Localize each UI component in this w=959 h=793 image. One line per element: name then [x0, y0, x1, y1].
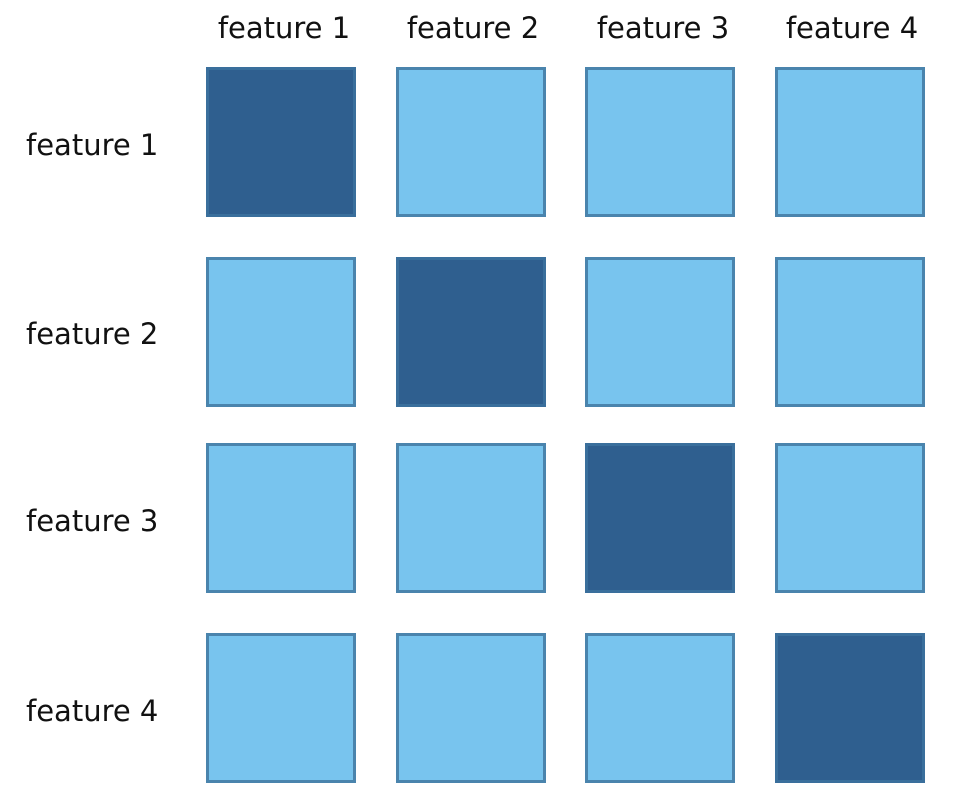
- cell-r3-c1: [206, 443, 356, 593]
- cell-r4-c4: [775, 633, 925, 783]
- cell-r1-c2: [396, 67, 546, 217]
- cell-r3-c3: [585, 443, 735, 593]
- cell-r1-c1: [206, 67, 356, 217]
- cell-r3-c4: [775, 443, 925, 593]
- cell-r1-c3: [585, 67, 735, 217]
- column-label-1: feature 1: [217, 11, 351, 45]
- cell-r3-c2: [396, 443, 546, 593]
- cell-r2-c4: [775, 257, 925, 407]
- column-label-4: feature 4: [785, 11, 919, 45]
- column-label-3: feature 3: [596, 11, 730, 45]
- cell-r2-c1: [206, 257, 356, 407]
- row-label-2: feature 2: [26, 317, 159, 351]
- row-label-1: feature 1: [26, 128, 159, 162]
- cell-r2-c2: [396, 257, 546, 407]
- row-label-3: feature 3: [26, 504, 159, 538]
- cell-r2-c3: [585, 257, 735, 407]
- row-label-4: feature 4: [26, 694, 159, 728]
- cell-r4-c2: [396, 633, 546, 783]
- column-label-2: feature 2: [406, 11, 540, 45]
- cell-r4-c3: [585, 633, 735, 783]
- cell-r4-c1: [206, 633, 356, 783]
- cell-r1-c4: [775, 67, 925, 217]
